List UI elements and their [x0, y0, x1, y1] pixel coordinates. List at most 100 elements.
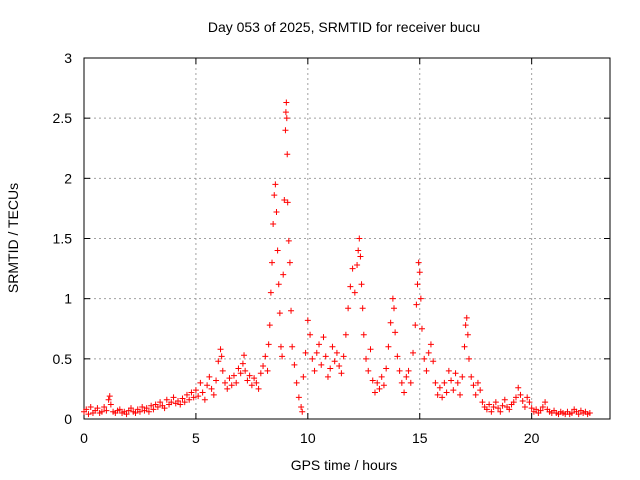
- data-point: [298, 403, 305, 410]
- data-point: [276, 310, 283, 317]
- data-point: [539, 403, 546, 410]
- data-point: [430, 358, 437, 365]
- data-point: [575, 411, 582, 418]
- data-point: [107, 401, 114, 408]
- data-point: [436, 384, 443, 391]
- data-point: [316, 341, 323, 348]
- data-point: [281, 196, 288, 203]
- data-point: [218, 353, 225, 360]
- data-point: [369, 377, 376, 384]
- data-point: [244, 377, 251, 384]
- data-point: [356, 235, 363, 242]
- data-point: [376, 385, 383, 392]
- data-point: [434, 391, 441, 398]
- data-point: [266, 322, 273, 329]
- data-point: [242, 367, 249, 374]
- data-point: [291, 361, 298, 368]
- data-point: [519, 397, 526, 404]
- data-point: [274, 247, 281, 254]
- data-point: [380, 382, 387, 389]
- data-point: [239, 360, 246, 367]
- data-point: [586, 409, 593, 416]
- data-point: [486, 401, 493, 408]
- data-point: [87, 403, 94, 410]
- data-point: [463, 314, 470, 321]
- data-point: [136, 408, 143, 415]
- data-point: [322, 353, 329, 360]
- data-point: [228, 382, 235, 389]
- data-point: [342, 331, 349, 338]
- data-point: [105, 396, 112, 403]
- plot-border: [83, 57, 611, 420]
- data-point: [197, 379, 204, 386]
- data-point: [512, 394, 519, 401]
- data-point: [521, 403, 528, 410]
- data-point: [459, 373, 466, 380]
- data-point: [265, 341, 272, 348]
- data-point: [83, 406, 90, 413]
- data-point: [269, 259, 276, 266]
- data-point: [416, 269, 423, 276]
- x-axis-label: GPS time / hours: [291, 457, 398, 473]
- data-point: [284, 151, 291, 158]
- data-point: [477, 387, 484, 394]
- data-point: [293, 379, 300, 386]
- data-point: [132, 409, 139, 416]
- data-point: [168, 399, 175, 406]
- data-point: [195, 393, 202, 400]
- data-point: [355, 247, 362, 254]
- data-point: [248, 382, 255, 389]
- data-point: [488, 408, 495, 415]
- data-point: [217, 346, 224, 353]
- chart-title: Day 053 of 2025, SRMTID for receiver buc…: [208, 19, 480, 35]
- data-point: [324, 373, 331, 380]
- data-point: [537, 407, 544, 414]
- data-point: [499, 402, 506, 409]
- data-point: [492, 399, 499, 406]
- data-point: [441, 379, 448, 386]
- data-point: [318, 361, 325, 368]
- y-tick-label: 0: [64, 411, 72, 427]
- data-point: [501, 396, 508, 403]
- data-point: [387, 319, 394, 326]
- data-point: [235, 365, 242, 372]
- data-point: [497, 408, 504, 415]
- data-point: [363, 355, 370, 362]
- data-point: [143, 405, 150, 412]
- data-point: [192, 387, 199, 394]
- data-point: [262, 353, 269, 360]
- data-point: [533, 406, 540, 413]
- data-point: [461, 343, 468, 350]
- data-point: [246, 372, 253, 379]
- y-tick-label: 1.5: [53, 231, 73, 247]
- data-point: [526, 399, 533, 406]
- data-point: [423, 367, 430, 374]
- data-point: [391, 305, 398, 312]
- data-point: [177, 401, 184, 408]
- data-point: [282, 109, 289, 116]
- data-point: [470, 382, 477, 389]
- data-point: [277, 343, 284, 350]
- data-point: [273, 209, 280, 216]
- y-tick-label: 0.5: [53, 351, 73, 367]
- data-point: [439, 394, 446, 401]
- data-point: [222, 379, 229, 386]
- data-point: [510, 399, 517, 406]
- data-point: [313, 349, 320, 356]
- data-point: [468, 373, 475, 380]
- data-point: [331, 358, 338, 365]
- data-point: [233, 379, 240, 386]
- data-point: [338, 370, 345, 377]
- data-point: [279, 353, 286, 360]
- data-point: [333, 349, 340, 356]
- data-point: [506, 406, 513, 413]
- data-point: [190, 394, 197, 401]
- data-point: [464, 331, 471, 338]
- data-point: [457, 391, 464, 398]
- data-point: [116, 406, 123, 413]
- data-point: [188, 389, 195, 396]
- data-point: [450, 387, 457, 394]
- data-point: [385, 343, 392, 350]
- x-axis: 0 5 10 15 20: [80, 58, 540, 446]
- data-point: [264, 367, 271, 374]
